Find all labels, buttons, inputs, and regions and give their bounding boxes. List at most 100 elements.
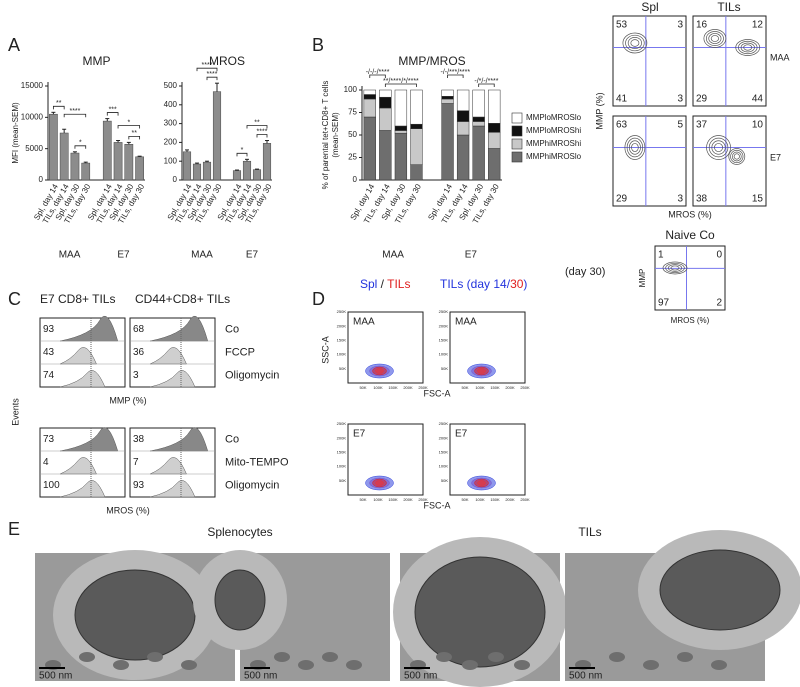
quadrant-percent: 5 — [677, 120, 683, 131]
y-tick-label: 100K — [337, 352, 347, 357]
bar-segment — [472, 121, 485, 127]
y-tick-label: 200K — [337, 435, 347, 440]
histogram-percent: 100 — [43, 480, 60, 491]
significance-label: **** — [69, 108, 80, 115]
bar — [59, 132, 69, 181]
organelle — [677, 652, 693, 662]
group-title: TILs — [578, 525, 601, 539]
x-tick-label: 100K — [373, 497, 383, 502]
significance-label: * — [241, 147, 244, 154]
bar-segment — [456, 134, 470, 181]
legend-part: / — [377, 277, 387, 291]
contour — [630, 39, 640, 47]
bar — [124, 144, 134, 181]
contour — [743, 44, 753, 51]
contour — [708, 137, 729, 158]
y-tick-label: 100K — [439, 352, 449, 357]
group-label: E7 — [117, 250, 130, 261]
bar-segment — [379, 96, 392, 109]
quadrant-percent: 1 — [658, 250, 664, 261]
quadrant-percent: 63 — [616, 120, 628, 131]
bar — [262, 143, 272, 181]
y-tick-label: 0 — [39, 175, 44, 184]
x-tick-label: 200K — [505, 385, 515, 390]
y-tick-label: 50K — [339, 366, 346, 371]
organelle — [113, 660, 129, 670]
significance-label: **/****/*/**** — [383, 78, 419, 85]
scale-bar-label: 500 nm — [569, 671, 602, 682]
histogram-percent: 93 — [133, 480, 145, 491]
organelle — [298, 660, 314, 670]
y-axis-label: MMP (%) — [594, 92, 604, 129]
significance-bracket — [52, 105, 65, 110]
bar-segment — [394, 125, 408, 131]
x-tick-label: 50K — [359, 385, 366, 390]
plot-frame — [612, 115, 687, 207]
bar — [102, 120, 112, 181]
significance-label: ** — [56, 100, 62, 107]
bar-segment — [472, 125, 485, 181]
bar-segment — [410, 89, 423, 125]
condition-label: FCCP — [225, 346, 255, 358]
significance-label: **** — [202, 62, 213, 69]
contour — [728, 148, 746, 165]
y-tick-label: 10000 — [21, 112, 44, 121]
y-tick-label: 0 — [173, 175, 178, 184]
y-tick-label: 150K — [337, 337, 347, 342]
row-label: MAA — [770, 52, 790, 62]
chart-title: MROS — [209, 54, 245, 68]
legend-part: TILs (day — [440, 277, 493, 291]
histogram-percent: 74 — [43, 370, 55, 381]
y-tick-label: 100K — [439, 464, 449, 469]
contour — [627, 37, 642, 49]
histogram-percent: 4 — [43, 457, 49, 468]
bar — [70, 152, 80, 181]
contour — [711, 140, 726, 155]
x-tick-label: 150K — [490, 497, 500, 502]
y-tick-label: 150K — [439, 337, 449, 342]
bar-segment — [410, 164, 423, 181]
y-tick-label: 50K — [441, 366, 448, 371]
group-title: Splenocytes — [207, 525, 272, 539]
y-tick-label: 250K — [337, 421, 347, 426]
x-tick-label: 200K — [403, 385, 413, 390]
contour — [740, 42, 755, 53]
significance-label: ** — [131, 130, 137, 137]
significance-bracket — [196, 67, 218, 72]
y-tick-label: 200 — [164, 138, 178, 147]
histogram — [149, 427, 209, 452]
nucleus — [414, 556, 546, 668]
y-axis-label: MMP — [638, 269, 647, 288]
x-axis-label: MROS (%) — [671, 316, 710, 325]
x-tick-label: 250K — [418, 385, 428, 390]
organelle — [181, 660, 197, 670]
bar-segment — [363, 89, 376, 95]
bar-segment — [456, 110, 470, 122]
bar-segment — [394, 89, 408, 127]
bar — [135, 156, 144, 181]
y-tick-label: 15000 — [21, 81, 44, 90]
x-tick-label: 50K — [461, 497, 468, 502]
histogram — [59, 480, 106, 498]
contour — [662, 261, 688, 275]
bar-segment — [394, 130, 408, 134]
plot-label: MAA — [455, 317, 477, 328]
legend-part: / — [507, 277, 511, 291]
group-label: E7 — [465, 250, 478, 261]
bar-segment — [488, 123, 501, 133]
bar-segment — [363, 98, 376, 118]
x-axis-label: FSC-A — [424, 500, 451, 510]
legend-part: 14 — [493, 277, 507, 291]
column-label: Spl — [641, 0, 658, 14]
organelle — [488, 652, 504, 662]
bar-segment — [456, 121, 470, 136]
bar — [192, 163, 202, 181]
bar — [252, 169, 262, 181]
significance-bracket — [128, 136, 141, 140]
quadrant-percent: 3 — [677, 20, 683, 31]
plot-frame — [692, 15, 767, 107]
y-tick-label: 400 — [164, 100, 178, 109]
significance-bracket — [447, 74, 464, 78]
quadrant-percent: 53 — [616, 20, 628, 31]
significance-label: ** — [254, 119, 260, 126]
